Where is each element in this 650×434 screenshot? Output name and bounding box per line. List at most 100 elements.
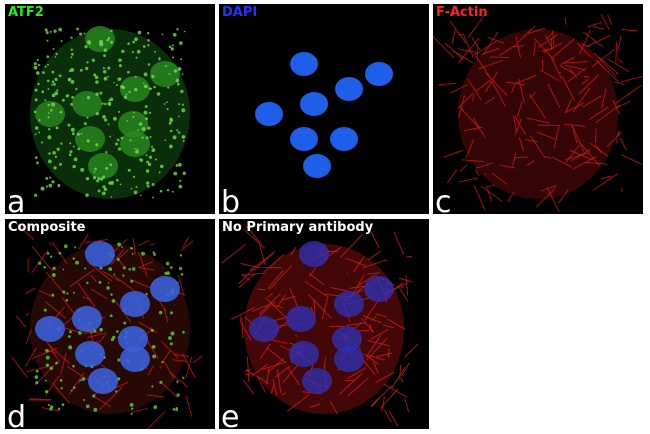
speckle (107, 36, 111, 39)
speckle (48, 128, 51, 131)
speckle (53, 166, 57, 170)
speckle (106, 39, 109, 42)
actin-fiber (240, 315, 242, 322)
speckle (102, 67, 105, 70)
actin-fiber (565, 99, 573, 113)
speckle (84, 45, 88, 49)
speckle (172, 135, 177, 140)
speckle (109, 135, 112, 138)
speckle (132, 115, 135, 118)
actin-fiber (31, 245, 53, 272)
actin-fiber (576, 42, 592, 58)
actin-fiber (466, 78, 482, 101)
panel-c-factin: F-Actin c (433, 4, 643, 214)
speckle (85, 66, 89, 71)
speckle (118, 110, 121, 113)
speckle (134, 147, 136, 150)
speckle (143, 110, 148, 115)
speckle (49, 30, 52, 33)
speckle (147, 44, 150, 47)
speckle (70, 389, 73, 392)
actin-fiber (472, 94, 475, 102)
speckle (175, 408, 179, 412)
actin-fiber (475, 79, 492, 92)
actin-fiber (367, 272, 380, 275)
speckle (150, 145, 154, 148)
actin-fiber (391, 367, 406, 389)
speckle (41, 141, 44, 144)
speckle (95, 92, 99, 96)
actin-fiber (547, 83, 561, 108)
speckle (70, 56, 73, 59)
actin-fiber (159, 365, 162, 369)
speckle (109, 97, 114, 102)
actin-fiber (586, 34, 611, 47)
actin-fiber (370, 385, 393, 406)
actin-fiber (69, 268, 95, 287)
actin-fiber (93, 395, 111, 407)
actin-fiber (592, 48, 615, 67)
actin-fiber (347, 377, 369, 397)
actin-fiber (572, 156, 597, 170)
speckle (110, 293, 113, 296)
speckle (38, 261, 42, 265)
nucleus (335, 77, 363, 101)
actin-fiber (174, 353, 189, 357)
speckle (88, 42, 91, 45)
speckle (153, 405, 158, 409)
actin-fiber (514, 117, 523, 135)
speckle (120, 136, 124, 140)
actin-fiber (281, 295, 296, 301)
dapi-image (255, 52, 393, 178)
actin-fiber (449, 84, 468, 94)
nucleus (303, 154, 331, 178)
actin-fiber (505, 81, 526, 86)
speckle (123, 321, 127, 325)
speckle (118, 64, 122, 68)
actin-fiber (346, 367, 367, 380)
speckle (51, 273, 56, 277)
speckle (116, 84, 119, 87)
actin-fiber (376, 352, 392, 358)
actin-fiber (246, 338, 249, 340)
actin-fiber (511, 152, 517, 167)
speckle (176, 28, 179, 31)
actin-fiber (582, 31, 604, 48)
speckle (127, 42, 130, 45)
actin-fiber (581, 78, 589, 85)
actin-fiber (559, 65, 574, 74)
speckle (97, 177, 101, 181)
speckle (75, 87, 78, 91)
speckle (99, 39, 104, 44)
speckle (34, 133, 37, 136)
nucleus (120, 291, 150, 317)
actin-fiber (369, 323, 373, 333)
actin-fiber (45, 271, 66, 295)
nucleus (120, 346, 150, 372)
actin-fiber (400, 378, 404, 383)
speckle (45, 363, 50, 367)
speckle (57, 183, 61, 187)
actin-fiber (616, 132, 619, 144)
speckle (68, 345, 73, 350)
speckle (45, 355, 50, 360)
speckle (110, 337, 115, 342)
actin-fiber (465, 138, 475, 159)
speckle (77, 132, 80, 136)
speckle (176, 129, 179, 132)
actin-fiber (182, 236, 190, 248)
speckle (141, 127, 146, 131)
speckle (60, 39, 63, 42)
actin-fiber (24, 287, 36, 295)
speckle (170, 47, 175, 51)
actin-fiber (585, 161, 608, 165)
actin-fiber (45, 339, 61, 364)
actin-fiber (459, 177, 479, 183)
actin-fiber (484, 96, 496, 105)
speckle (35, 369, 39, 373)
speckle (106, 286, 110, 290)
actin-fiber (536, 131, 557, 141)
speckle (172, 32, 177, 37)
speckle (170, 311, 173, 315)
actin-fiber (620, 137, 627, 151)
